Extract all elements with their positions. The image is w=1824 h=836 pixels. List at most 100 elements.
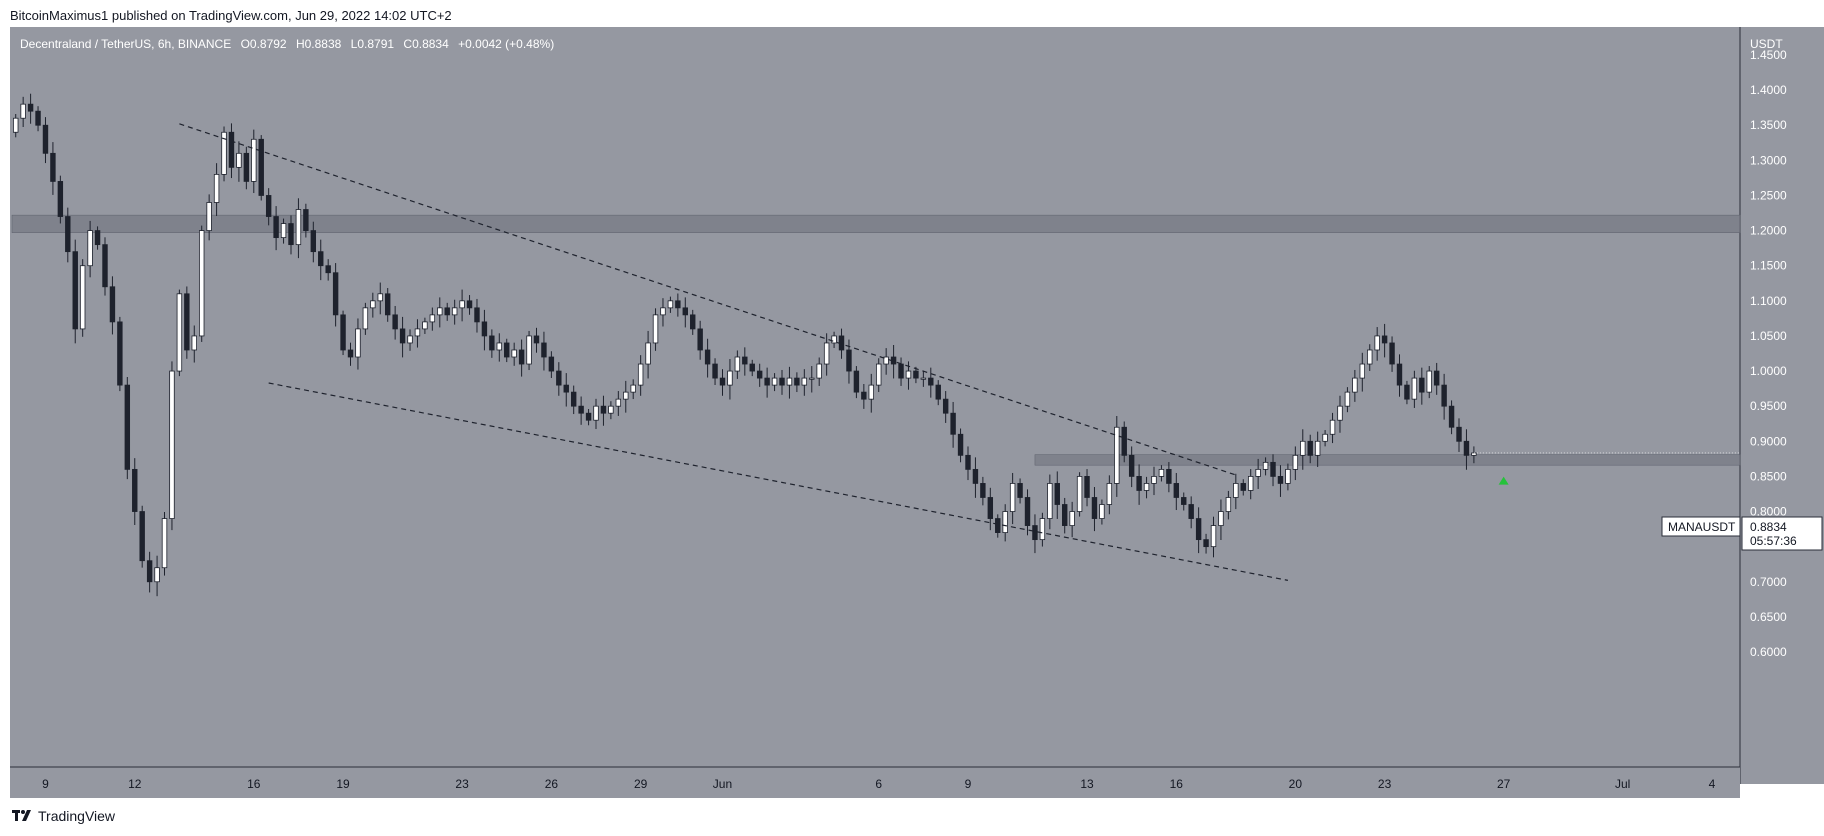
candle-body: [117, 321, 123, 386]
legend-line: Decentraland / TetherUS, 6h, BINANCE O0.…: [20, 37, 554, 51]
y-tick-label: 1.3500: [1750, 118, 1787, 132]
candle-body: [548, 356, 555, 372]
legend-h-value: 0.8838: [305, 37, 342, 51]
candle-body: [1054, 483, 1060, 505]
candle-body: [236, 152, 242, 168]
candle-body: [258, 138, 264, 196]
candle-body: [541, 342, 547, 358]
candle-body: [1032, 525, 1038, 541]
trendline-descending-resistance[interactable]: [179, 123, 1237, 476]
candle-body: [831, 335, 837, 344]
candle-body: [764, 377, 770, 386]
legend-c-value: 0.8834: [412, 37, 449, 51]
candle-body: [72, 251, 78, 330]
candle-body: [1471, 452, 1477, 456]
x-tick-label: 29: [634, 777, 648, 791]
candle-body: [1359, 363, 1366, 379]
candle-body: [593, 405, 599, 421]
legend-l-value: 0.8791: [357, 37, 394, 51]
candle-body: [980, 483, 986, 498]
y-tick-label: 1.0000: [1750, 364, 1787, 378]
candle-body: [905, 370, 912, 379]
candle-body: [1210, 525, 1217, 548]
candle-body: [1367, 349, 1373, 365]
candle-body: [600, 405, 607, 414]
candle-body: [1255, 468, 1261, 477]
legend-h-label: H: [296, 37, 305, 51]
candle-body: [1433, 370, 1440, 386]
horizontal-zone: [1034, 454, 1741, 466]
candle-body: [1262, 461, 1269, 470]
price-badge-bg: [1741, 516, 1823, 551]
candle-body: [533, 335, 540, 344]
candle-body: [749, 363, 755, 372]
candle-body: [1374, 335, 1380, 351]
candle-body: [310, 230, 317, 253]
candle-body: [1047, 483, 1053, 519]
candle-body: [370, 300, 376, 309]
candle-body: [1344, 391, 1351, 407]
candle-body: [928, 377, 934, 386]
candle-body: [1009, 483, 1016, 512]
tradingview-logo[interactable]: TradingView: [12, 808, 115, 824]
plot-area[interactable]: [10, 27, 1740, 784]
candle-body: [27, 103, 34, 112]
candle-body: [347, 349, 354, 358]
y-tick-label: 1.4500: [1750, 48, 1787, 62]
horizontal-zone: [11, 214, 1741, 233]
candle-body: [608, 405, 614, 414]
publisher-line: BitcoinMaximus1 published on TradingView…: [10, 8, 452, 23]
candle-body: [667, 300, 674, 309]
candle-body: [942, 398, 949, 414]
candle-body: [913, 370, 919, 379]
candle-body: [1322, 433, 1328, 442]
x-tick-label: Jun: [713, 777, 732, 791]
x-axis-ticks: 9 12 16 19 23 26 29 Jun 6 9 13 16 20 23 27 Jul 4: [42, 777, 1715, 791]
candle-body: [846, 349, 852, 372]
candle-body: [444, 307, 450, 316]
candle-body: [794, 377, 800, 386]
candle-body: [652, 314, 659, 344]
y-tick-label: 1.1500: [1750, 259, 1787, 273]
x-tick-label: 6: [875, 777, 882, 791]
y-tick-label: 0.6500: [1750, 610, 1787, 624]
candle-body: [883, 356, 889, 365]
candle-body: [1247, 476, 1254, 491]
candlesticks: [13, 93, 1477, 597]
candle-body: [228, 131, 235, 168]
trendline-descending-support[interactable]: [268, 382, 1289, 581]
candle-body: [727, 370, 733, 386]
candle-body: [1240, 483, 1246, 491]
candle-body: [377, 293, 383, 302]
time-axis[interactable]: [10, 767, 1740, 798]
candle-body: [213, 173, 220, 203]
y-tick-label: 1.1000: [1750, 294, 1787, 308]
candle-body: [1166, 468, 1172, 484]
x-tick-label: 23: [1378, 777, 1392, 791]
price-badge: MANAUSDT 0.8834 05:57:36: [1661, 516, 1823, 551]
candle-body: [384, 293, 391, 316]
candle-body: [1285, 468, 1291, 484]
candle-body: [1337, 405, 1343, 421]
x-tick-label: 4: [1709, 777, 1716, 791]
candle-body: [853, 370, 860, 393]
x-tick-label: 12: [128, 777, 142, 791]
candle-body: [556, 370, 562, 386]
candle-body: [1381, 335, 1388, 344]
candle-body: [1300, 440, 1306, 456]
candle-body: [526, 335, 532, 365]
candle-body: [1448, 405, 1455, 428]
candle-body: [771, 377, 778, 386]
candle-body: [1352, 377, 1358, 393]
y-tick-label: 1.3000: [1750, 153, 1787, 167]
candle-body: [518, 349, 525, 365]
candle-body: [816, 363, 822, 379]
candle-body: [35, 110, 41, 126]
candle-body: [511, 349, 517, 358]
price-axis[interactable]: [1740, 27, 1824, 784]
x-tick-label: Jul: [1615, 777, 1630, 791]
candle-body: [407, 335, 413, 344]
x-tick-label: 9: [965, 777, 972, 791]
candle-body: [154, 567, 160, 583]
